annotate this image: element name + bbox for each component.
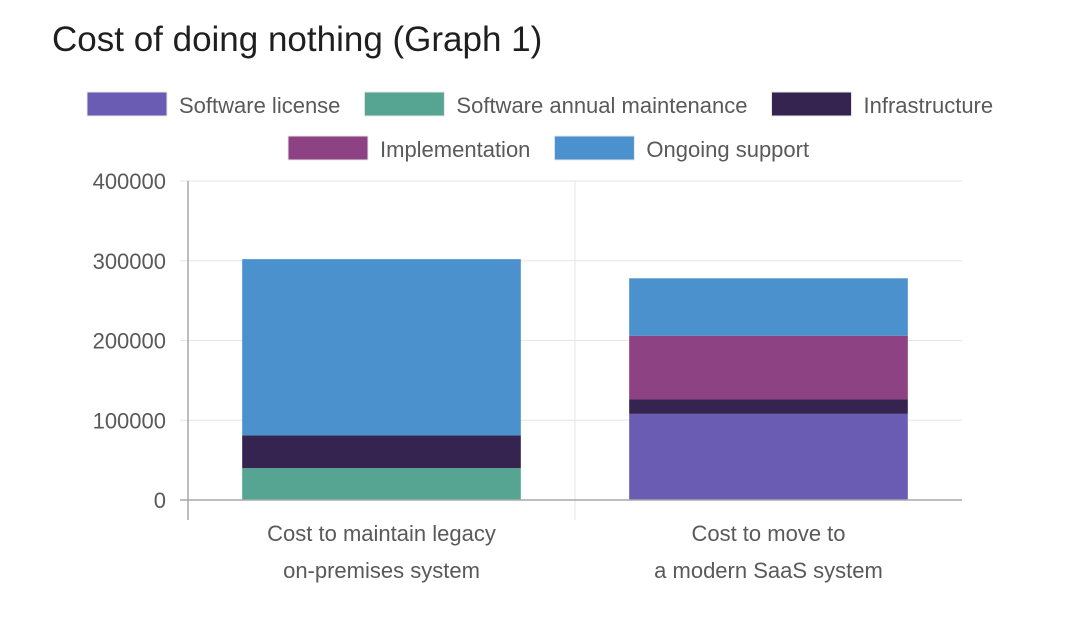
bar-segment-software-license-2 xyxy=(629,413,908,500)
legend-swatch-ongoing-support xyxy=(553,135,635,161)
chart-bars xyxy=(242,259,908,500)
chart-labels: 0 100000 200000 300000 400000 Cost to maintai… xyxy=(93,169,883,583)
x-tick-label-2-line-1: Cost to move to xyxy=(691,521,845,546)
legend-swatch-software-license xyxy=(86,91,168,117)
legend-label-implementation: Implementation xyxy=(380,137,530,162)
chart-title: Cost of doing nothing (Graph 1) xyxy=(52,20,543,59)
legend-label-infrastructure: Infrastructure xyxy=(864,93,994,118)
y-tick-label-0: 0 xyxy=(154,488,166,513)
y-tick-label-100000: 100000 xyxy=(93,408,166,433)
legend-swatch-infrastructure xyxy=(771,91,853,117)
y-tick-label-200000: 200000 xyxy=(93,329,166,354)
chart-axes xyxy=(180,181,962,520)
bar-segment-ongoing-support-2 xyxy=(629,278,908,336)
bar-segment-infrastructure-1 xyxy=(242,435,521,469)
chart-legend: Software license Software annual maintena… xyxy=(86,91,994,162)
y-tick-label-300000: 300000 xyxy=(93,249,166,274)
legend-label-ongoing-support: Ongoing support xyxy=(646,137,809,162)
legend-swatch-implementation xyxy=(287,135,369,161)
bar-segment-software-annual-maintenance-1 xyxy=(242,468,521,500)
x-tick-label-1-line-1: Cost to maintain legacy xyxy=(267,521,496,546)
x-tick-label-2-line-2: a modern SaaS system xyxy=(654,558,883,583)
legend-label-software-license: Software license xyxy=(179,93,340,118)
bar-segment-infrastructure-2 xyxy=(629,399,908,414)
bar-segment-implementation-2 xyxy=(629,335,908,400)
legend-label-software-annual-maintenance: Software annual maintenance xyxy=(456,93,747,118)
x-tick-label-1-line-2: on-premises system xyxy=(283,558,480,583)
legend-swatch-software-annual-maintenance xyxy=(363,91,445,117)
y-tick-label-400000: 400000 xyxy=(93,169,166,194)
bar-segment-ongoing-support-1 xyxy=(242,259,521,436)
